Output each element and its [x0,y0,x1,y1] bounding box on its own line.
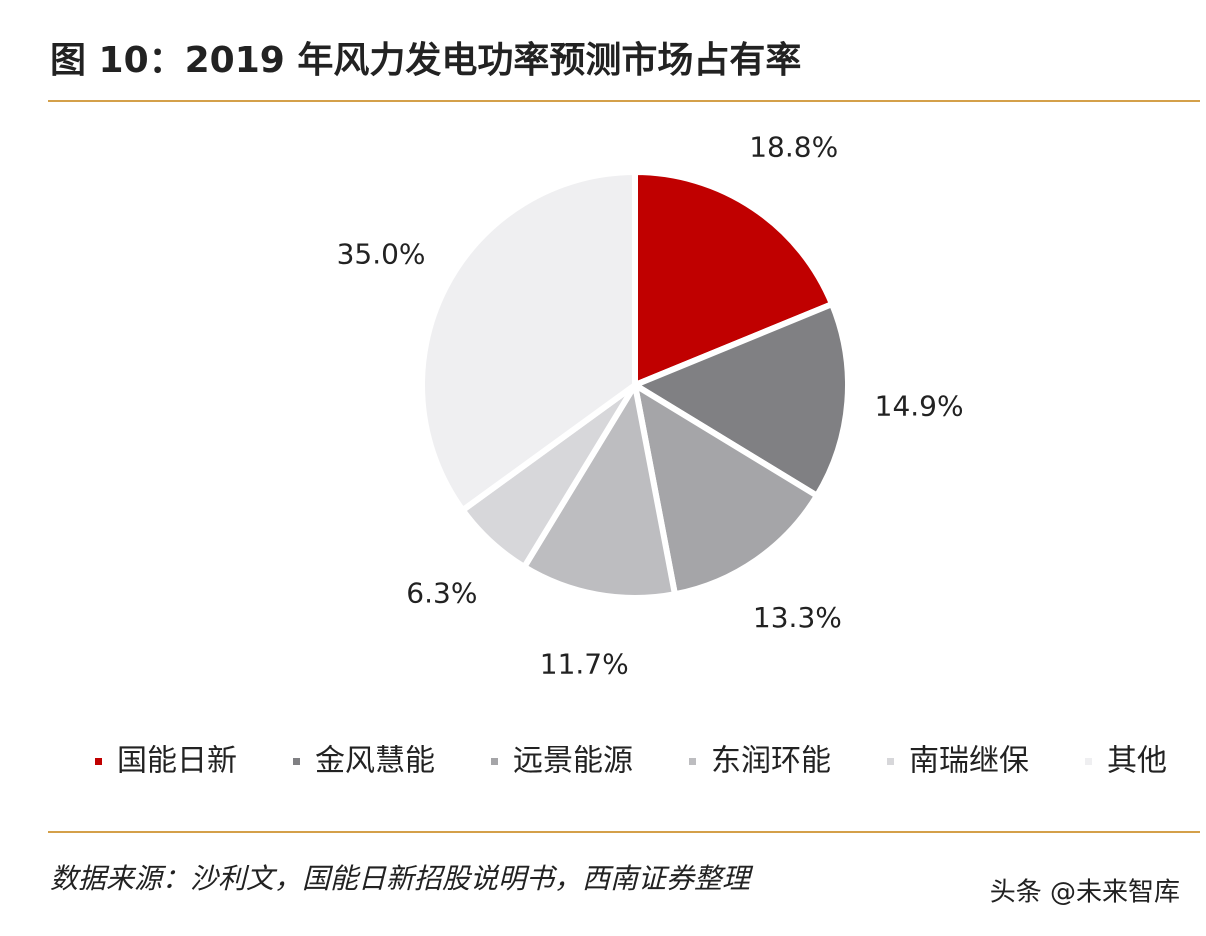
legend-label: 东润环能 [711,744,831,779]
legend-label: 远景能源 [513,744,633,779]
legend-swatch [95,758,102,765]
watermark: 头条 @未来智库 [990,878,1180,908]
data-label: 13.3% [753,601,842,634]
legend-swatch [293,758,300,765]
pie-slice [419,168,638,515]
data-label: 14.9% [875,389,964,422]
data-label: 18.8% [749,130,838,163]
legend-swatch [1085,758,1092,765]
legend-label: 南瑞继保 [909,744,1029,779]
pie-slice [630,378,822,598]
pie-slice [632,168,836,390]
legend-swatch [491,758,498,765]
legend-label: 金风慧能 [315,744,435,779]
data-label: 35.0% [337,238,426,271]
source-note: 数据来源：沙利文，国能日新招股说明书，西南证券整理 [50,862,754,895]
pie-slice [520,376,679,601]
pie-slice [628,300,851,500]
legend-label: 其他 [1107,744,1167,779]
data-label: 6.3% [406,577,477,610]
legend-swatch [887,758,894,765]
legend-swatch [689,758,696,765]
data-label: 11.7% [540,647,629,680]
chart-title: 图 10：2019 年风力发电功率预测市场占有率 [50,40,801,81]
legend-label: 国能日新 [117,744,237,779]
